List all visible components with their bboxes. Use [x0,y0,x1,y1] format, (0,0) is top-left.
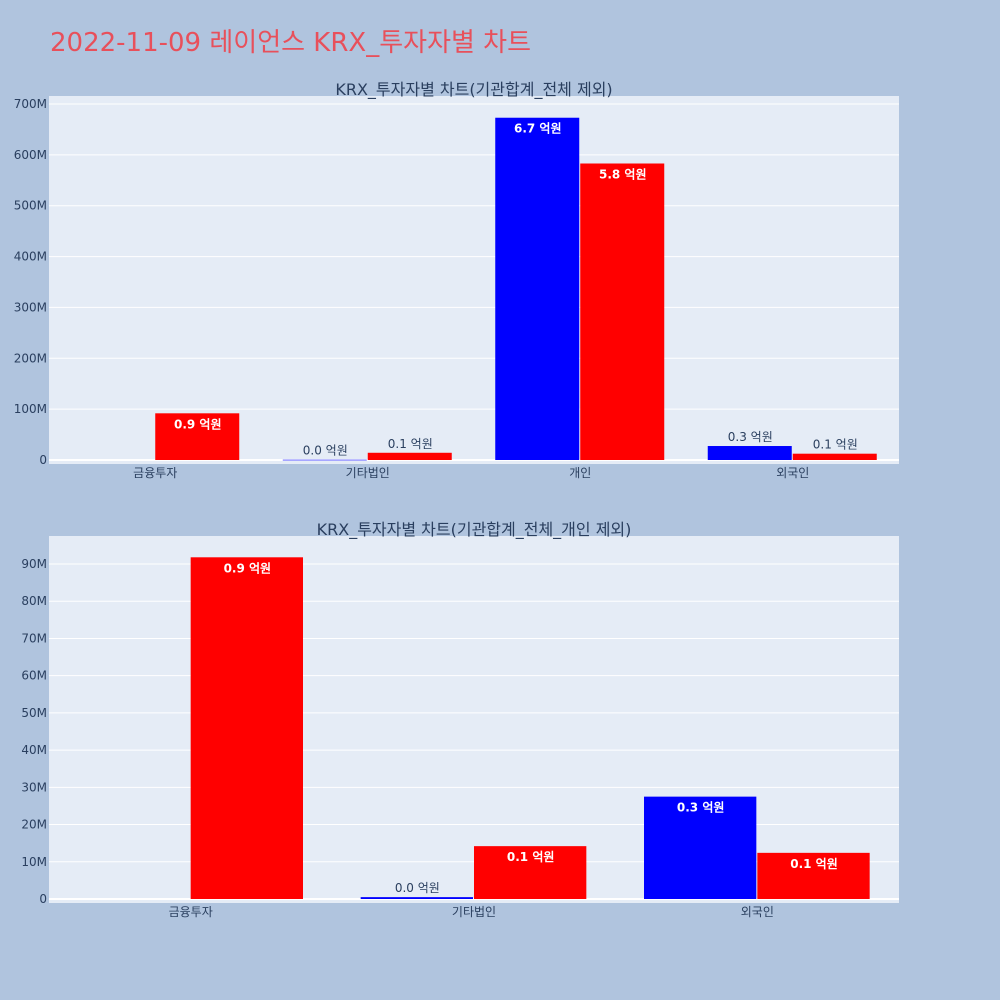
bar-buy [707,446,792,460]
y-tick-label: 400M [14,250,47,264]
y-tick-label: 50M [21,706,47,720]
x-tick-label: 외국인 [741,905,774,919]
x-tick-label: 금융투자 [133,466,177,480]
x-tick-label: 개인 [569,466,591,480]
y-tick-label: 80M [21,594,47,608]
bar-sell [367,452,452,460]
data-label: 0.9 억원 [224,561,272,575]
data-label: 6.7 억원 [514,122,562,136]
chart-title: KRX_투자자별 차트(기관합계_전체_개인 제외) [317,520,632,540]
x-tick-label: 기타법인 [346,466,390,480]
y-tick-label: 20M [21,818,47,832]
bar-buy [282,459,367,461]
data-label: 0.0 억원 [303,444,348,458]
y-tick-label: 0 [39,892,47,906]
bar-buy [495,117,580,460]
data-label: 0.1 억원 [388,437,433,451]
bar-buy [644,796,757,899]
x-tick-label: 금융투자 [169,905,213,919]
bar-sell [155,413,240,460]
bar-sell [792,453,877,460]
y-tick-label: 300M [14,300,47,314]
data-label: 0.9 억원 [174,417,222,431]
y-tick-label: 70M [21,631,47,645]
y-tick-label: 60M [21,669,47,683]
chart-title: KRX_투자자별 차트(기관합계_전체 제외) [335,80,612,100]
plot-area [49,96,899,464]
chart-top: KRX_투자자별 차트(기관합계_전체 제외) 0 100M 200M 300M 400M… [14,80,899,480]
data-label: 0.0 억원 [395,881,440,895]
data-label: 0.3 억원 [728,430,773,444]
y-tick-label: 500M [14,199,47,213]
y-tick-label: 100M [14,402,47,416]
bar-sell [580,163,665,460]
data-label: 0.1 억원 [790,857,838,871]
data-label: 0.1 억원 [813,438,858,452]
data-label: 0.1 억원 [507,850,555,864]
x-tick-label: 기타법인 [452,905,496,919]
bar-sell [757,852,870,899]
data-label: 0.3 억원 [677,801,725,815]
bar-buy [360,897,473,899]
y-tick-label: 700M [14,97,47,111]
bar-sell [190,557,303,899]
y-tick-label: 10M [21,855,47,869]
chart-bottom: KRX_투자자별 차트(기관합계_전체_개인 제외) 0 10M 20M 30M 40M 5… [21,520,899,919]
y-tick-label: 600M [14,148,47,162]
y-tick-label: 40M [21,743,47,757]
y-tick-label: 0 [39,453,47,467]
y-tick-label: 200M [14,351,47,365]
x-tick-label: 외국인 [776,466,809,480]
y-tick-label: 30M [21,780,47,794]
y-tick-label: 90M [21,557,47,571]
bar-sell [474,846,587,899]
page-title: 2022-11-09 레이언스 KRX_투자자별 차트 [50,28,532,58]
data-label: 5.8 억원 [599,168,647,182]
